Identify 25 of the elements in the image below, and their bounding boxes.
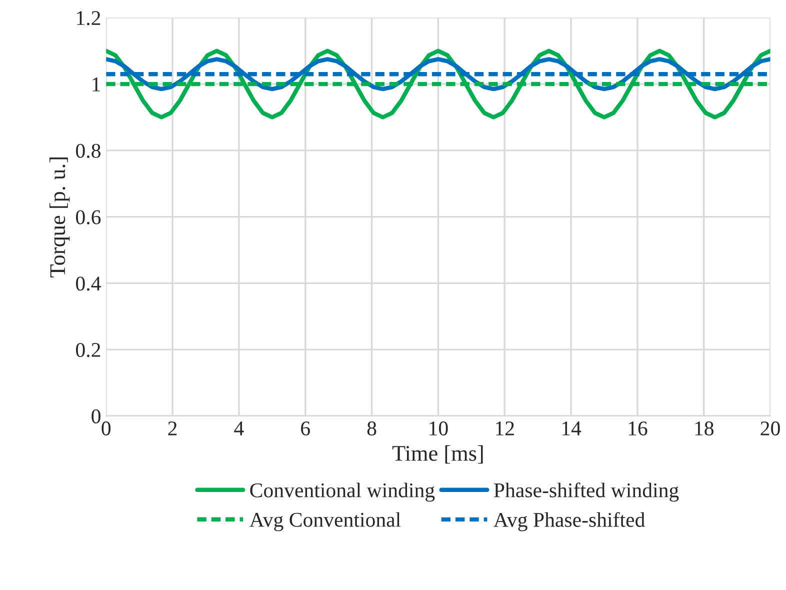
legend-label: Avg Phase-shifted <box>494 512 645 532</box>
x-tick-label: 10 <box>430 421 448 436</box>
y-tick-label: 0.2 <box>76 342 100 358</box>
y-axis-title: Torque [p. u.] <box>50 158 70 278</box>
line-series <box>106 57 770 92</box>
x-tick-label: 6 <box>301 421 310 436</box>
x-axis-title: Time [ms] <box>392 445 483 464</box>
legend-label: Phase-shifted winding <box>494 482 679 502</box>
x-tick-label: 2 <box>168 421 177 436</box>
x-tick-label: 20 <box>760 421 780 436</box>
legend-label: Conventional winding <box>250 482 435 502</box>
legend-label: Avg Conventional <box>250 512 401 532</box>
x-tick-label: 0 <box>102 421 111 436</box>
y-tick-label: 0.6 <box>76 210 101 224</box>
y-tick-label: 0.8 <box>76 144 100 158</box>
x-tick-label: 14 <box>562 422 582 436</box>
y-tick-label: 0 <box>92 409 100 424</box>
y-tick-label: 0.4 <box>76 276 101 291</box>
y-tick-label: 1.2 <box>77 11 100 26</box>
x-tick-label: 18 <box>695 421 714 436</box>
x-tick-label: 4 <box>234 422 244 436</box>
x-tick-label: 12 <box>496 421 514 436</box>
y-tick-label: 1 <box>92 78 100 92</box>
x-tick-label: 8 <box>367 421 376 436</box>
x-tick-label: 16 <box>628 421 648 436</box>
